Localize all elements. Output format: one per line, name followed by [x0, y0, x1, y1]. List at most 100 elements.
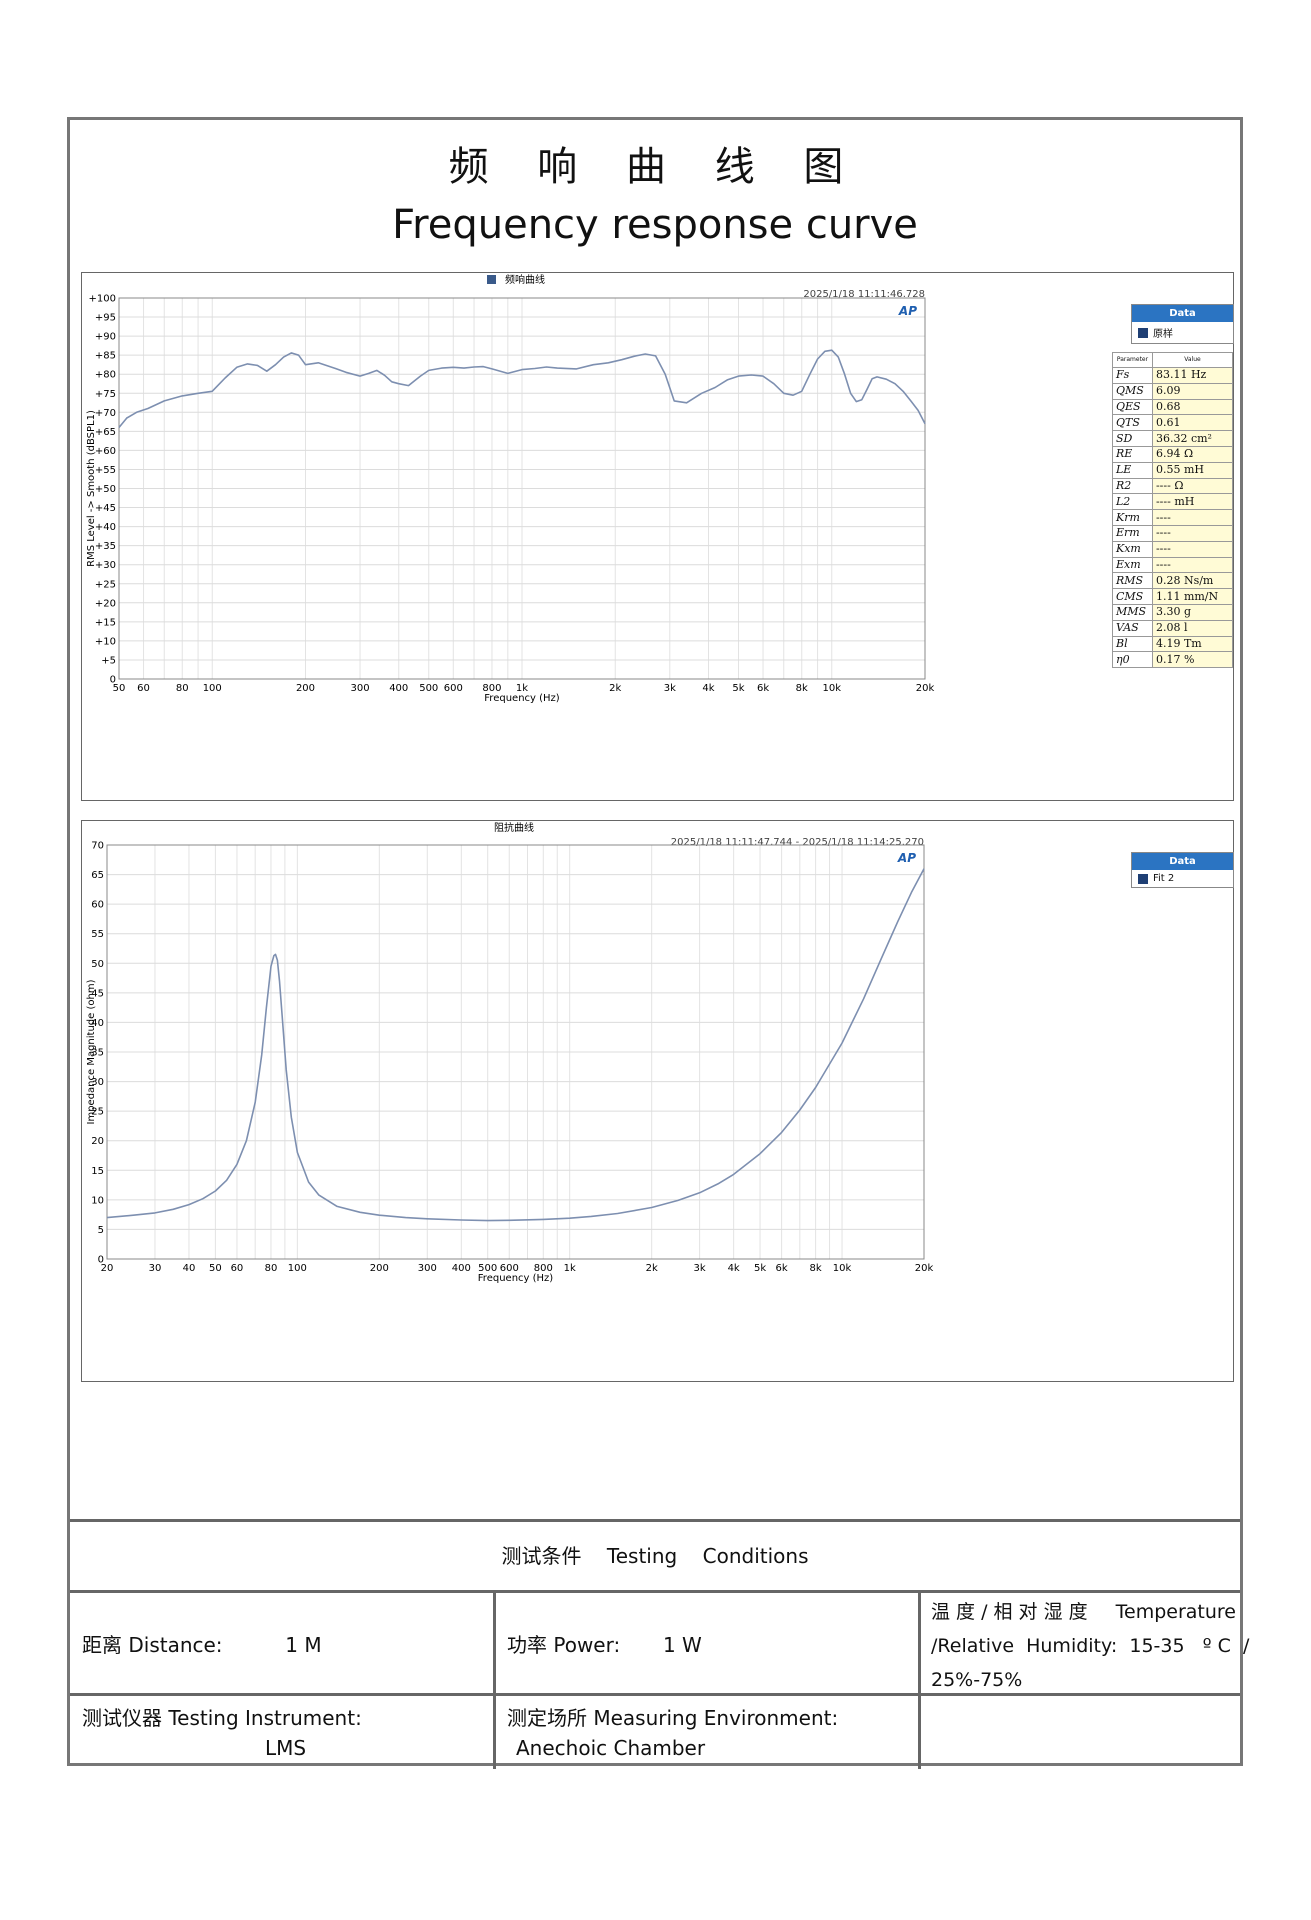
parameter-value: 0.55 mH [1151, 461, 1234, 479]
chart-title: 频响曲线 [505, 273, 545, 286]
x-tick-label: 5k [732, 683, 744, 694]
page-title-cn: 频 响 曲 线 图 [448, 144, 862, 190]
y-tick-label: 65 [91, 870, 104, 881]
y-tick-label: 45 [91, 988, 104, 999]
parameter-name: Fs [1112, 367, 1153, 384]
x-tick-label: 400 [389, 683, 408, 694]
temperature-line1: 温 度 / 相 对 湿 度 Temperature [931, 1595, 1236, 1629]
parameter-name: Erm [1112, 524, 1153, 542]
y-tick-label: +20 [95, 598, 116, 609]
x-tick-label: 6k [757, 683, 769, 694]
x-tick-label: 2k [609, 683, 621, 694]
parameter-row: QES 0.68 [1112, 398, 1234, 416]
x-tick-label: 100 [288, 1263, 307, 1274]
y-tick-label: 55 [91, 929, 104, 940]
legend-box: Data Fit 2 [1131, 852, 1234, 888]
parameter-header-cell: Value [1151, 352, 1234, 368]
x-tick-label: 4k [702, 683, 714, 694]
parameter-value: 0.17 % [1151, 651, 1234, 669]
parameter-name: Bl [1112, 635, 1153, 653]
x-tick-label: 50 [113, 683, 126, 694]
x-axis-label: Frequency (Hz) [478, 1273, 554, 1284]
page-title-en: Frequency response curve [392, 202, 918, 248]
conditions-heading-en1: Testing [606, 1544, 678, 1568]
parameter-name: QES [1112, 398, 1153, 416]
conditions-heading: 测试条件 Testing Conditions [70, 1540, 1240, 1569]
parameter-header-cell: Parameter [1112, 352, 1153, 368]
y-tick-label: +70 [95, 408, 116, 419]
x-tick-label: 3k [694, 1263, 706, 1274]
x-tick-label: 500 [419, 683, 438, 694]
parameter-value: 4.19 Tm [1151, 635, 1234, 653]
y-tick-label: 0 [110, 675, 116, 686]
parameter-value: 0.61 [1151, 414, 1234, 432]
parameter-value: ---- [1151, 540, 1234, 558]
ap-logo-icon: AP [897, 851, 916, 865]
y-tick-label: +60 [95, 446, 116, 457]
y-axis-label: Impedance Magnitude (ohm) [86, 979, 97, 1124]
parameter-name: QTS [1112, 414, 1153, 432]
y-axis-label: RMS Level -> Smooth (dBSPL1) [86, 410, 97, 567]
parameter-value: 0.68 [1151, 398, 1234, 416]
report-sheet: 频 响 曲 线 图 Frequency response curve 频响曲线 2… [67, 117, 1250, 1769]
parameter-name: CMS [1112, 588, 1153, 605]
y-tick-label: +100 [89, 294, 116, 305]
chart-timestamp: 2025/1/18 11:11:47.744 - 2025/1/18 11:14… [671, 837, 924, 848]
x-tick-label: 1k [516, 683, 528, 694]
y-tick-label: 40 [91, 1018, 104, 1029]
x-tick-label: 50 [209, 1263, 222, 1274]
y-tick-label: +90 [95, 332, 116, 343]
parameter-name: η0 [1112, 651, 1153, 669]
x-tick-label: 800 [534, 1263, 553, 1274]
frequency-response-chart: 频响曲线 2025/1/18 11:11:46.728 AP 0 +5 +10 +15 +20… [86, 273, 934, 704]
x-tick-label: 100 [203, 683, 222, 694]
x-tick-label: 500 [478, 1263, 497, 1274]
legend-swatch [1138, 327, 1148, 338]
parameter-name: Kxm [1112, 540, 1153, 558]
y-tick-label: +85 [95, 351, 116, 362]
divider [70, 1693, 1240, 1696]
parameter-row: RMS 0.28 Ns/m [1112, 572, 1234, 590]
y-tick-label: 30 [91, 1077, 104, 1088]
legend-label: Fit 2 [1153, 873, 1175, 884]
parameter-value: ---- Ω [1151, 477, 1234, 495]
y-tick-label: +25 [95, 579, 116, 590]
parameter-row: Kxm ---- [1112, 540, 1234, 558]
y-tick-label: +65 [95, 427, 116, 438]
x-tick-label: 6k [776, 1263, 788, 1274]
y-tick-label: +80 [95, 370, 116, 381]
parameter-value: 83.11 Hz [1151, 367, 1234, 384]
parameter-row: QMS 6.09 [1112, 382, 1234, 400]
parameter-row: Exm ---- [1112, 556, 1234, 574]
humidity-text: /Relative Humidity: 15-35 º C / [931, 1635, 1250, 1657]
parameter-row: CMS 1.11 mm/N [1112, 588, 1234, 605]
x-tick-label: 300 [350, 683, 369, 694]
plot-frame [106, 844, 925, 1260]
parameter-name: Exm [1112, 556, 1153, 574]
legend-item: Fit 2 [1132, 870, 1233, 887]
x-tick-label: 2k [646, 1263, 658, 1274]
x-tick-label: 200 [296, 683, 315, 694]
y-tick-label: +35 [95, 541, 116, 552]
y-tick-label: 70 [91, 841, 104, 852]
parameter-name: L2 [1112, 493, 1153, 511]
temperature-label-cn: 温 度 / 相 对 湿 度 [931, 1601, 1088, 1623]
temperature-cell: 温 度 / 相 对 湿 度 Temperature /Relative Humi… [931, 1595, 1250, 1697]
impedance-panel: 阻抗曲线 2025/1/18 11:11:47.744 - 2025/1/18 1… [81, 820, 1234, 1382]
y-tick-label: 15 [91, 1166, 104, 1177]
power-label: 功率 Power: [507, 1633, 621, 1657]
y-tick-label: +50 [95, 484, 116, 495]
power-value: 1 W [662, 1633, 702, 1657]
distance-value: 1 M [285, 1633, 322, 1657]
title-icon [487, 275, 496, 284]
chart-title: 阻抗曲线 [494, 821, 534, 834]
impedance-chart: 阻抗曲线 2025/1/18 11:11:47.744 - 2025/1/18 1… [86, 821, 933, 1284]
divider [918, 1590, 921, 1769]
x-tick-label: 600 [444, 683, 463, 694]
parameter-value: 2.08 l [1151, 619, 1234, 637]
divider [70, 1519, 1240, 1522]
frequency-response-panel: 频响曲线 2025/1/18 11:11:46.728 AP 0 +5 +10 +15 +20… [81, 272, 1234, 801]
parameter-value: 36.32 cm² [1151, 430, 1234, 447]
x-tick-label: 8k [810, 1263, 822, 1274]
x-tick-label: 80 [176, 683, 189, 694]
